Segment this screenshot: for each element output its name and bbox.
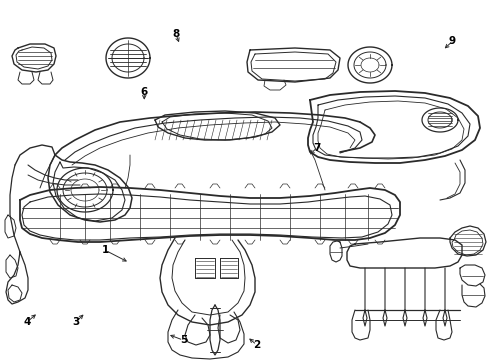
Text: 7: 7 [312, 143, 320, 153]
Text: 1: 1 [102, 245, 108, 255]
Text: 5: 5 [180, 335, 186, 345]
Text: 9: 9 [448, 36, 455, 46]
Text: 2: 2 [253, 340, 260, 350]
Text: 8: 8 [172, 29, 179, 39]
Text: 3: 3 [72, 317, 79, 327]
Text: 4: 4 [23, 317, 31, 327]
Text: 6: 6 [141, 87, 147, 97]
